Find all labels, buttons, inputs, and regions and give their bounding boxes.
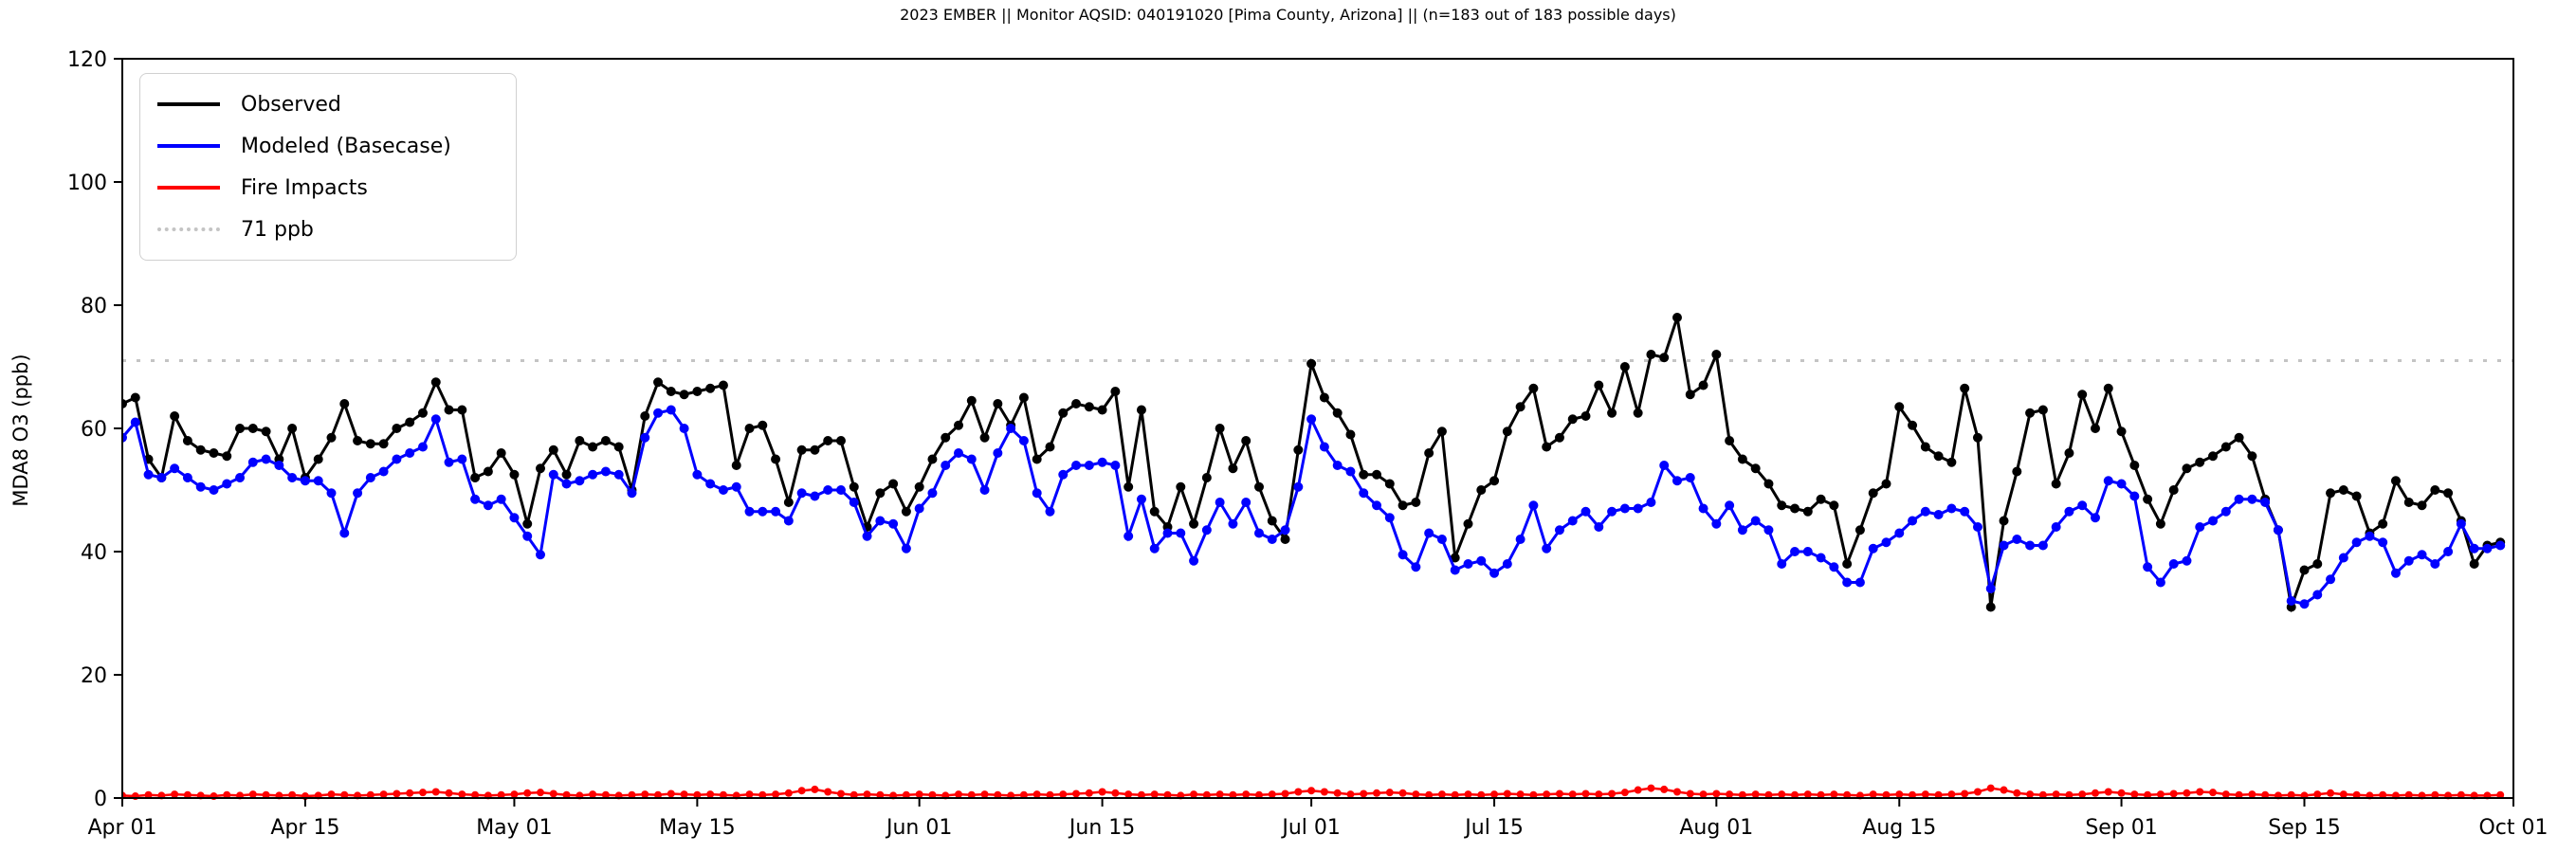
modeled-basecase--series xyxy=(122,405,2506,609)
x-tick-label: Aug 15 xyxy=(1862,816,1936,840)
legend-label: Modeled (Basecase) xyxy=(241,134,451,158)
y-tick-label: 0 xyxy=(94,788,107,811)
x-tick-label: Jul 15 xyxy=(1463,816,1524,840)
x-tick-label: Jun 01 xyxy=(885,816,952,840)
y-tick-label: 80 xyxy=(81,295,107,318)
x-tick-label: Sep 15 xyxy=(2268,816,2340,840)
legend-item-observed: Observed xyxy=(140,83,516,125)
y-tick-label: 120 xyxy=(67,48,107,72)
y-tick-label: 100 xyxy=(67,172,107,195)
x-tick-label: Oct 01 xyxy=(2478,816,2548,840)
x-tick-label: Sep 01 xyxy=(2085,816,2157,840)
x-tick-label: Apr 01 xyxy=(87,816,156,840)
y-tick-label: 60 xyxy=(81,418,107,442)
chart-title: 2023 EMBER || Monitor AQSID: 040191020 [… xyxy=(900,6,1676,24)
legend-line-sample xyxy=(157,102,220,106)
x-tick-label: Aug 01 xyxy=(1679,816,1753,840)
x-tick-label: May 15 xyxy=(659,816,735,840)
legend-line-sample xyxy=(157,227,220,231)
fire-impacts-series xyxy=(122,784,2505,801)
x-tick-label: Apr 15 xyxy=(270,816,339,840)
y-axis-label: MDA8 O3 (ppb) xyxy=(9,354,32,507)
legend-label: Fire Impacts xyxy=(241,175,368,200)
legend-item-modeled-basecase-: Modeled (Basecase) xyxy=(140,125,516,167)
x-tick-label: Jun 15 xyxy=(1068,816,1135,840)
legend-item-fire-impacts: Fire Impacts xyxy=(140,167,516,209)
legend-line-sample xyxy=(157,144,220,148)
x-tick-label: May 01 xyxy=(476,816,552,840)
legend-line-sample xyxy=(157,186,220,190)
y-tick-label: 20 xyxy=(81,664,107,688)
legend-label: 71 ppb xyxy=(241,217,314,242)
observed-series xyxy=(122,313,2506,613)
y-tick-label: 40 xyxy=(81,541,107,565)
x-tick-label: Jul 01 xyxy=(1280,816,1341,840)
legend-item-71-ppb: 71 ppb xyxy=(140,209,516,250)
legend-label: Observed xyxy=(241,92,341,117)
legend: Observed Modeled (Basecase) Fire Impacts 71… xyxy=(139,73,517,261)
